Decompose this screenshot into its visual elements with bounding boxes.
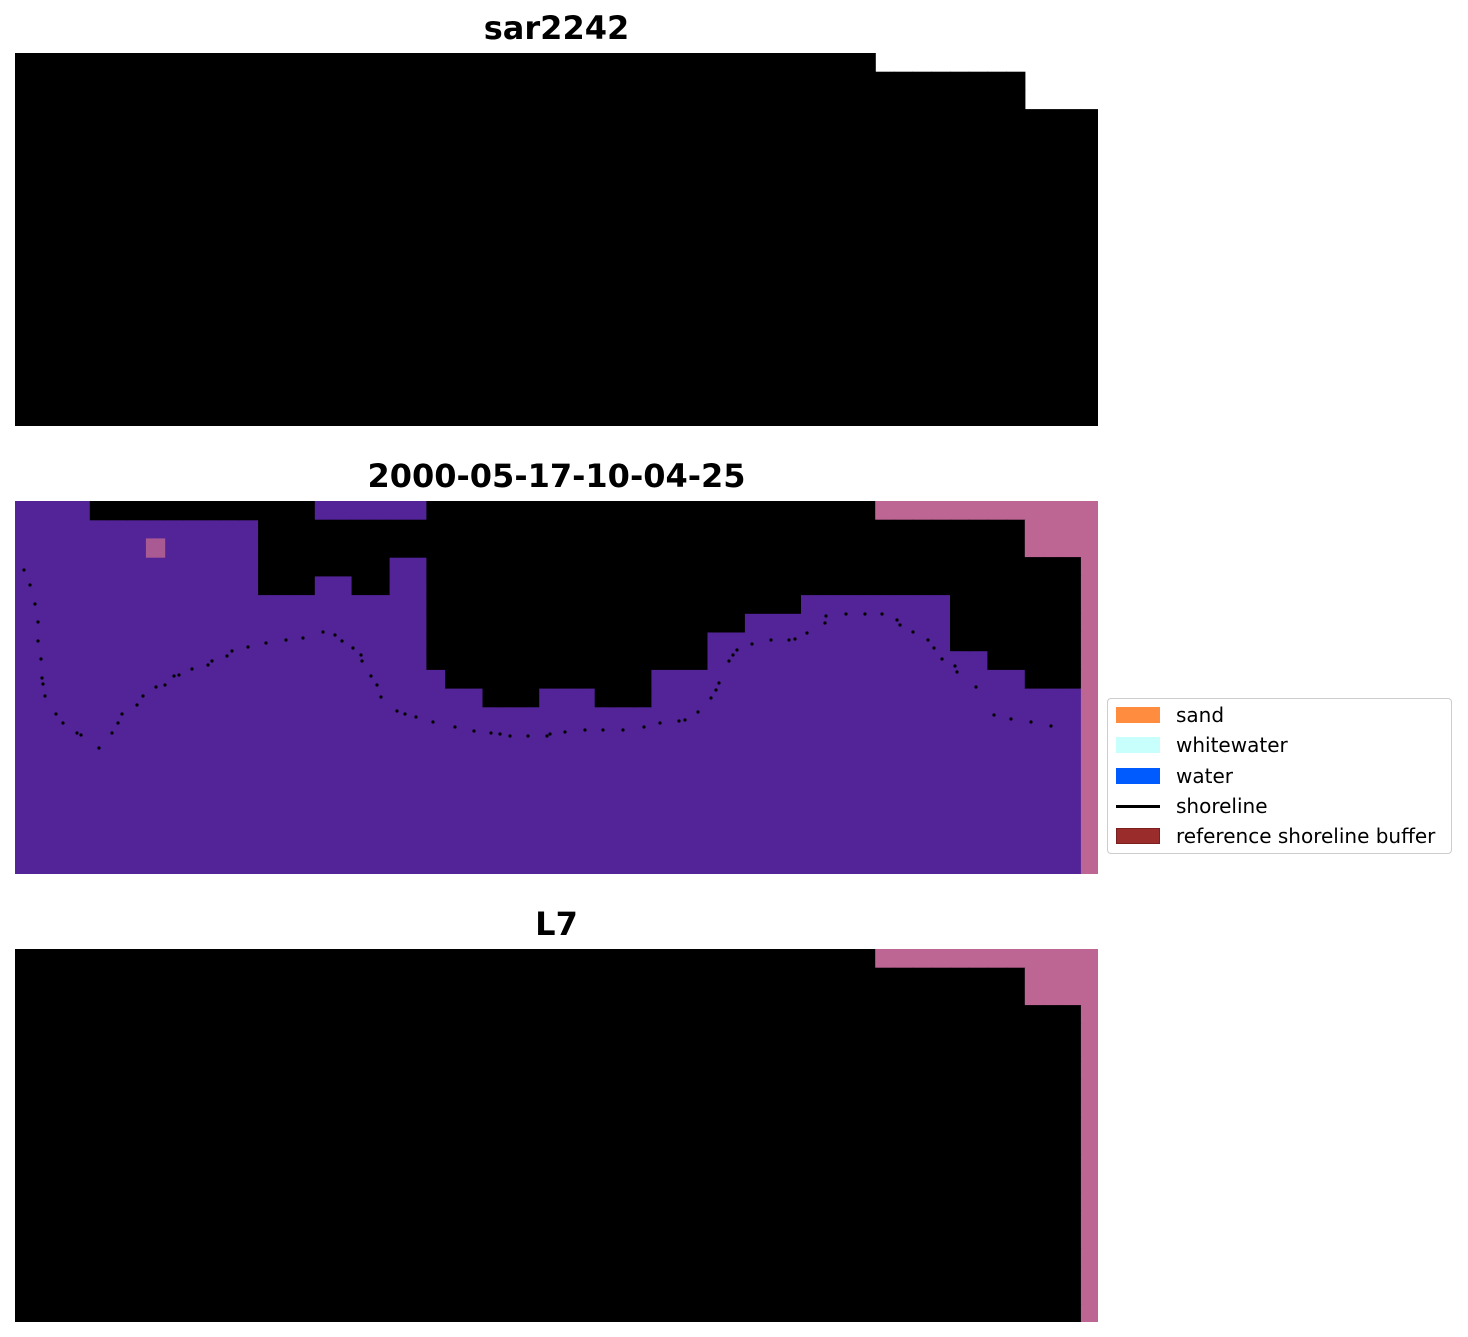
legend-item-sand: sand <box>1116 703 1224 727</box>
sand-swatch <box>1116 707 1160 723</box>
classified-image-panel <box>15 501 1098 874</box>
reference-buffer-swatch <box>1116 828 1160 844</box>
shoreline-dots <box>22 568 1053 750</box>
legend-item-reference-buffer: reference shoreline buffer <box>1116 824 1435 848</box>
shoreline-dots <box>22 1016 1053 1198</box>
legend-item-whitewater: whitewater <box>1116 733 1288 757</box>
legend: sand whitewater water shoreline referenc… <box>1107 698 1452 854</box>
water-swatch <box>1116 768 1160 784</box>
panel-title-classified: 2000-05-17-10-04-25 <box>367 457 746 495</box>
whitewater-swatch <box>1116 737 1160 753</box>
legend-item-water: water <box>1116 764 1233 788</box>
classified-image <box>15 501 1098 874</box>
legend-item-shoreline: shoreline <box>1116 794 1268 818</box>
rgb-image <box>15 53 1098 426</box>
shoreline-dots <box>22 120 1053 302</box>
index-image <box>15 949 1098 1322</box>
index-image-panel <box>15 949 1098 1322</box>
panel-title-index: L7 <box>535 905 578 943</box>
rgb-image-panel <box>15 53 1098 426</box>
shoreline-swatch <box>1116 804 1160 808</box>
panel-title-rgb: sar2242 <box>483 9 630 47</box>
